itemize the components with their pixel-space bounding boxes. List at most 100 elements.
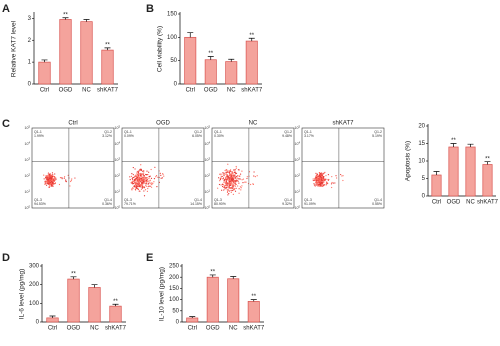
flow-dot (139, 179, 141, 181)
flow-tick-label: 105 (295, 124, 301, 130)
flow-dot (230, 178, 233, 180)
flow-dot (227, 189, 229, 191)
flow-dot (242, 182, 244, 184)
x-tick-label: Ctrl (186, 88, 195, 94)
y-tick-label: 0 (176, 320, 180, 326)
flow-dot (48, 176, 50, 178)
quadrant-percent: 79.71% (124, 202, 136, 206)
flow-dot (149, 185, 151, 187)
flow-dot (134, 176, 136, 178)
flow-dot (51, 172, 54, 174)
flow-dot (227, 182, 229, 184)
flow-dot (149, 182, 151, 184)
flow-dot (225, 169, 228, 171)
flow-dot (45, 181, 47, 183)
flow-dot (224, 184, 226, 186)
quadrant-percent: 80.90% (214, 202, 226, 206)
flow-dot (135, 175, 138, 177)
flow-dot (48, 173, 51, 176)
flow-dot (225, 175, 228, 177)
flow-dot (69, 185, 71, 187)
y-tick-label: 150 (167, 12, 178, 18)
quadrant-name: Q1-3 (304, 198, 312, 202)
flow-dot (55, 177, 57, 179)
flow-dot (147, 174, 149, 176)
flow-tick-base: 10 (115, 190, 119, 194)
flow-dot (235, 187, 237, 190)
flow-dot (145, 185, 147, 187)
flow-dot (133, 185, 135, 187)
flow-tick-exponent: 3 (298, 156, 300, 160)
flow-dot (229, 187, 231, 189)
flow-dot (48, 186, 50, 188)
flow-dot (143, 178, 145, 181)
flow-dot (313, 183, 315, 185)
x-tick-label: NC (227, 88, 236, 94)
flow-dot (46, 175, 48, 177)
flow-dot (74, 177, 76, 179)
flow-dot (334, 182, 336, 184)
flow-dot (46, 178, 48, 180)
flow-dot (238, 188, 240, 190)
flow-dot (239, 186, 241, 188)
flow-dot (137, 188, 140, 190)
flow-dot (342, 179, 344, 182)
flow-dot (47, 172, 50, 174)
flow-frame (301, 127, 385, 209)
flow-dot (162, 172, 164, 175)
flow-dot (65, 180, 67, 182)
flow-dot (230, 188, 232, 190)
flow-dot (154, 166, 156, 168)
flow-dot (236, 175, 238, 178)
bar (38, 61, 51, 85)
flow-tick-exponent: 4 (208, 140, 210, 144)
flow-dot (144, 177, 146, 180)
flow-tick-label: 104 (295, 140, 301, 146)
flow-frame (121, 127, 205, 209)
flow-tick-label: 104 (205, 140, 211, 146)
flow-dot (315, 172, 317, 174)
flow-dot (312, 179, 314, 182)
flow-dot (325, 182, 328, 184)
flow-dot (238, 169, 240, 171)
x-tick-label: NC (229, 326, 238, 332)
flow-title: OGD (156, 121, 170, 127)
flow-dot (150, 168, 152, 171)
flow-dot (134, 182, 136, 184)
flow-tick-base: 10 (295, 142, 299, 146)
flow-tick-base: 10 (205, 174, 209, 178)
flow-dot (155, 176, 157, 178)
flow-dot (319, 182, 322, 184)
flow-dot (54, 177, 56, 179)
flow-tick-exponent: 5 (118, 124, 120, 128)
y-tick-label: 20 (418, 124, 425, 130)
x-tick-label: Ctrl (188, 326, 197, 332)
flow-dot (137, 170, 139, 172)
flow-dot (232, 182, 234, 184)
flow-dot (234, 176, 236, 178)
flow-dot (136, 185, 138, 188)
quadrant-percent: 1.99% (34, 134, 44, 138)
flow-dot (323, 181, 325, 184)
flow-dot (223, 189, 225, 191)
flow-tick-base: 10 (25, 206, 29, 210)
flow-tick-base: 10 (205, 190, 209, 194)
y-tick-label: 200 (29, 282, 40, 288)
flow-dot (230, 190, 232, 192)
flow-dot (150, 183, 152, 185)
flow-dot (325, 175, 327, 177)
x-tick-label: shKAT7 (243, 326, 265, 332)
flow-dot (48, 179, 50, 181)
flow-dot (149, 176, 151, 178)
flow-dot (52, 179, 54, 182)
flow-dot (43, 178, 45, 180)
flow-dot (132, 166, 134, 169)
flow-dot (229, 178, 231, 180)
flow-dot (136, 171, 138, 173)
flow-dot (233, 174, 236, 176)
flow-dot (327, 179, 329, 181)
flow-tick-exponent: 3 (118, 156, 120, 160)
flow-dot (321, 181, 323, 183)
flow-dot (318, 175, 321, 177)
flow-dot (139, 169, 142, 171)
